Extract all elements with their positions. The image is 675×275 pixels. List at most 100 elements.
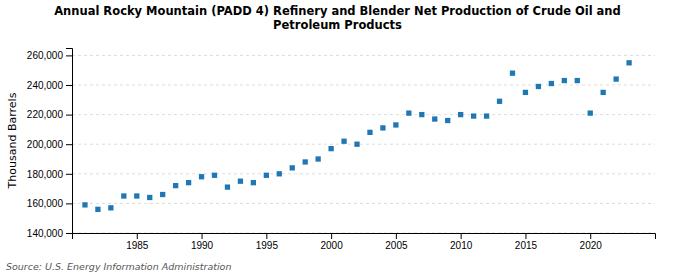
tick-mark — [266, 233, 267, 239]
point — [303, 159, 308, 164]
grid — [72, 55, 655, 233]
tick-mark — [202, 233, 203, 239]
tick-label: 1985 — [126, 240, 149, 251]
tick: 1990 — [191, 233, 214, 251]
tick: 140,000 — [27, 228, 72, 239]
tick-label: 1995 — [256, 240, 279, 251]
tick-mark — [66, 55, 72, 56]
point — [290, 165, 295, 170]
point — [536, 84, 541, 89]
point — [264, 173, 269, 178]
point — [225, 184, 230, 189]
tick: 2010 — [450, 233, 473, 251]
grid-line — [72, 173, 655, 174]
point — [316, 156, 321, 161]
y-axis: 140,000 160,000 180,000 200,000 220,000 240,0… — [27, 49, 73, 239]
point — [108, 205, 113, 210]
point — [82, 202, 87, 207]
tick: 1995 — [256, 233, 279, 251]
tick-label: 220,000 — [27, 109, 64, 120]
point — [199, 174, 204, 179]
tick-label: 2010 — [450, 240, 473, 251]
tick-mark — [461, 233, 462, 239]
axis-line — [73, 234, 656, 240]
point — [613, 76, 618, 81]
point — [367, 130, 372, 135]
point — [484, 113, 489, 118]
tick-mark — [66, 85, 72, 86]
point — [121, 193, 126, 198]
grid-line — [72, 114, 655, 115]
tick-mark — [66, 174, 72, 175]
point — [380, 125, 385, 130]
point — [186, 180, 191, 185]
tick-mark — [66, 203, 72, 204]
point — [549, 81, 554, 86]
tick: 260,000 — [27, 50, 72, 61]
tick-mark — [331, 233, 332, 239]
point — [341, 139, 346, 144]
point — [523, 90, 528, 95]
tick-mark — [66, 115, 72, 116]
plot-area: 19851990199520002005201020152020140,0001… — [27, 49, 656, 252]
tick-label: 2000 — [320, 240, 343, 251]
tick-mark — [525, 233, 526, 239]
x-axis: 1985 1990 1995 2000 2005 2010 2015 2020 — [73, 233, 656, 251]
source: Source: U.S. Energy Information Administ… — [6, 261, 231, 272]
point — [432, 116, 437, 121]
tick: 2000 — [320, 233, 343, 251]
point — [393, 122, 398, 127]
tick-mark — [66, 144, 72, 145]
tick-label: 200,000 — [27, 139, 64, 150]
tick-label: 240,000 — [27, 80, 64, 91]
points — [82, 60, 631, 212]
point — [471, 113, 476, 118]
point — [95, 207, 100, 212]
point — [354, 142, 359, 147]
tick-mark — [66, 233, 72, 234]
tick: 180,000 — [27, 169, 72, 180]
grid-line — [72, 55, 655, 56]
point — [510, 71, 515, 76]
tick: 2020 — [580, 233, 603, 251]
tick-label: 2020 — [580, 240, 603, 251]
point — [601, 90, 606, 95]
tick-label: 180,000 — [27, 169, 64, 180]
point — [328, 146, 333, 151]
title: Annual Rocky Mountain (PADD 4) Refinery … — [54, 4, 621, 32]
point — [626, 60, 631, 65]
tick-label: 2015 — [515, 240, 538, 251]
point — [160, 192, 165, 197]
point — [173, 183, 178, 188]
tick-mark — [590, 233, 591, 239]
grid-line — [72, 144, 655, 145]
chart: 19851990199520002005201020152020140,0001… — [0, 0, 675, 275]
point — [277, 171, 282, 176]
tick: 1985 — [126, 233, 149, 251]
tick-mark — [396, 233, 397, 239]
tick: 2015 — [515, 233, 538, 251]
point — [238, 179, 243, 184]
tick-label: 1990 — [191, 240, 214, 251]
point — [458, 112, 463, 117]
point — [562, 78, 567, 83]
point — [147, 195, 152, 200]
tick: 240,000 — [27, 80, 72, 91]
tick-label: 140,000 — [27, 228, 64, 239]
point — [588, 110, 593, 115]
point — [575, 78, 580, 83]
tick-label: 2005 — [385, 240, 408, 251]
tick-mark — [137, 233, 138, 239]
point — [212, 173, 217, 178]
y-label: Thousand Barrels — [6, 92, 19, 189]
point — [251, 180, 256, 185]
point — [134, 193, 139, 198]
tick-label: 260,000 — [27, 50, 64, 61]
point — [445, 118, 450, 123]
point — [406, 110, 411, 115]
point — [497, 99, 502, 104]
tick-label: 160,000 — [27, 198, 64, 209]
point — [419, 112, 424, 117]
grid-line — [72, 85, 655, 86]
tick: 200,000 — [27, 139, 72, 150]
